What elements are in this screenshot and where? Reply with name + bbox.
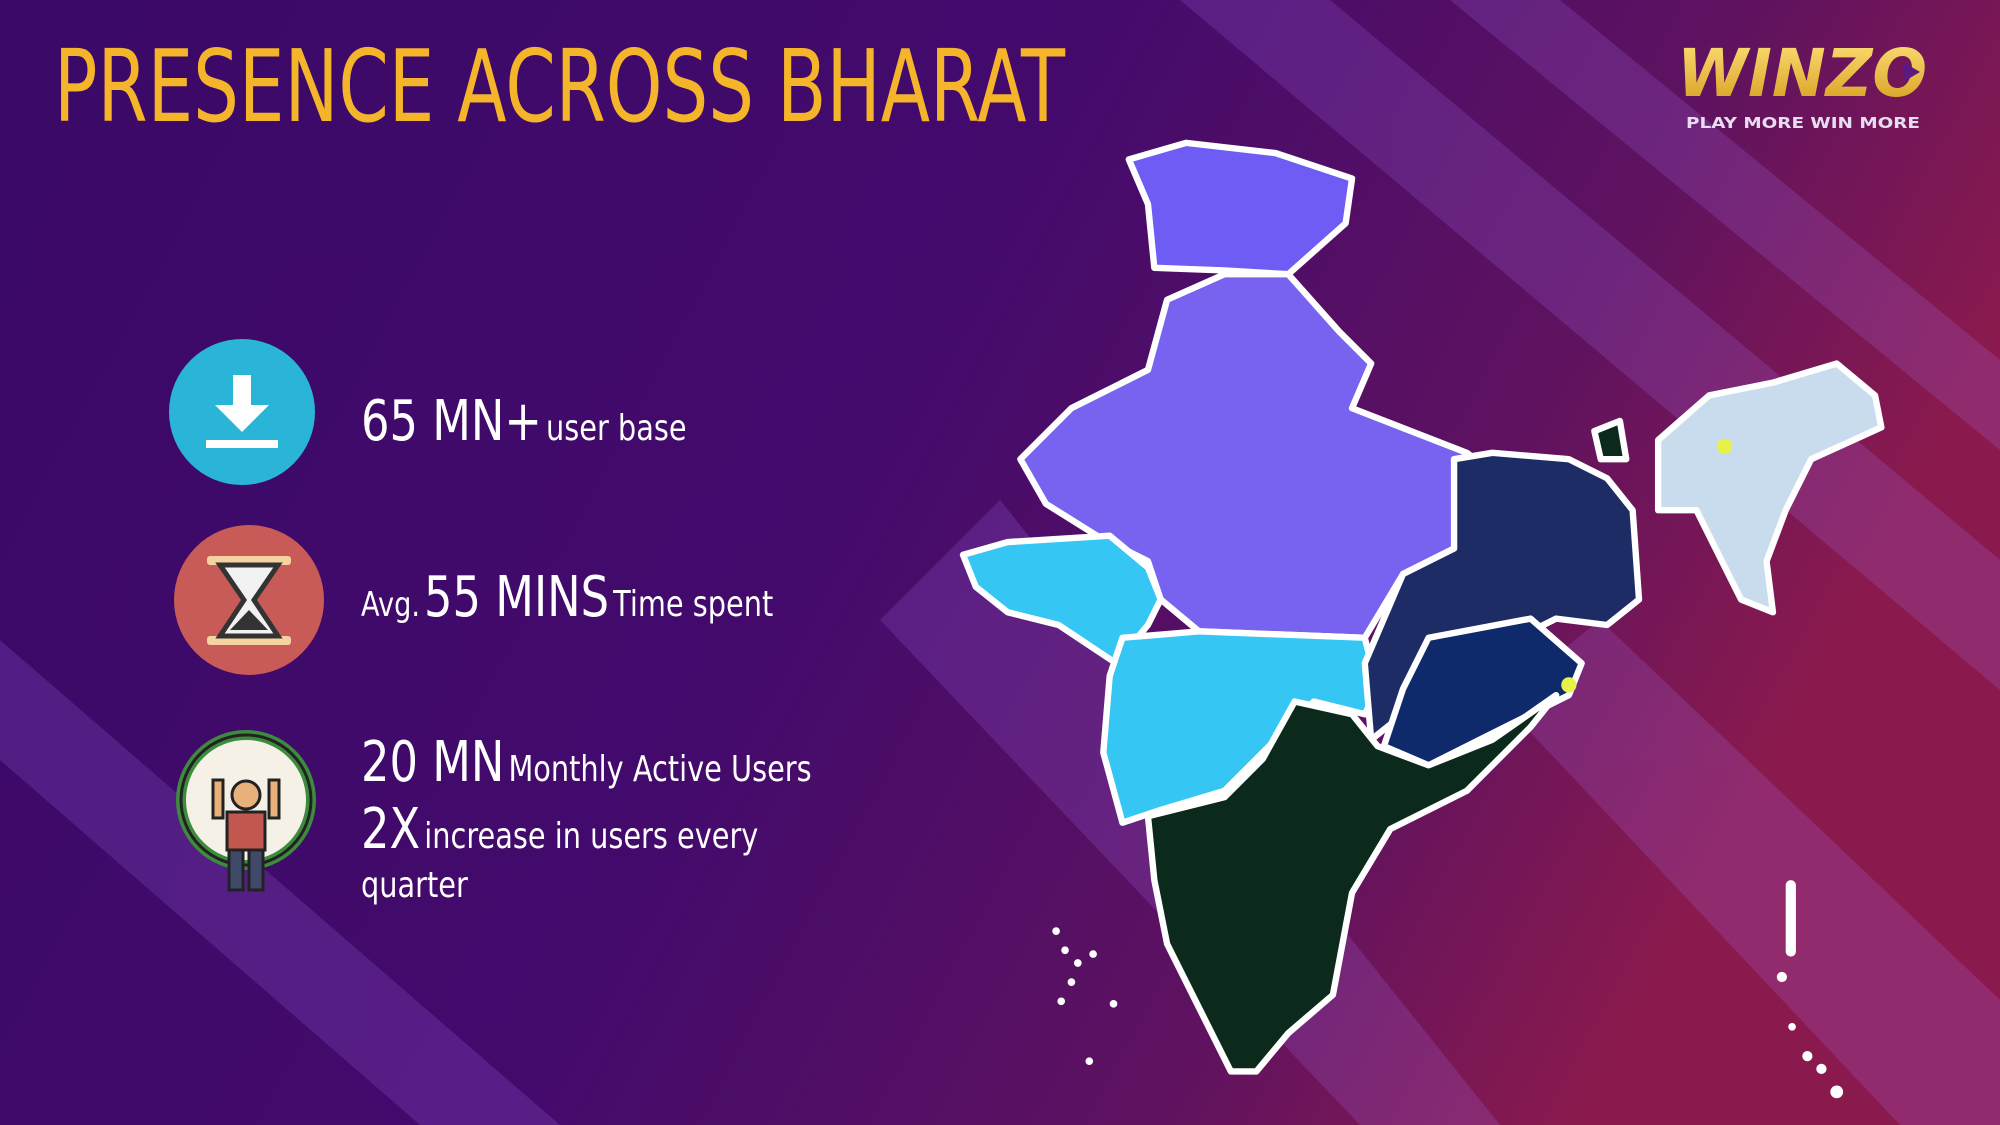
logo: WINZO: [1677, 35, 1927, 112]
active-users-icon: [176, 730, 316, 892]
title: PRESENCE ACROSS BHARAT: [54, 28, 1066, 145]
stat-prefix: Avg.: [361, 585, 420, 625]
download-icon: [169, 339, 315, 485]
region-sikkim: [1591, 417, 1630, 463]
map-dot: [1716, 438, 1733, 455]
islands: [1052, 880, 1844, 1099]
region-odisha: [1380, 615, 1585, 769]
stat-label: Monthly Active Users: [508, 748, 811, 790]
stat-value: 20 MN: [361, 729, 504, 794]
logo-play-icon: [1903, 62, 1920, 82]
hourglass-icon: [174, 525, 324, 675]
india-map: [959, 139, 1885, 1099]
region-central: [1017, 271, 1496, 641]
stat-value: 2X: [361, 796, 420, 861]
region-north: [1125, 139, 1356, 278]
region-northeast: [1654, 360, 1885, 616]
stat-label: user base: [546, 407, 687, 449]
region-south: [1144, 691, 1560, 1075]
stat-3: 20 MN Monthly Active Users: [361, 729, 812, 794]
stat-2: Avg. 55 MINS Time spent: [361, 564, 773, 629]
tagline: PLAY MORE WIN MORE: [1686, 114, 1920, 132]
stat-label: quarter: [361, 864, 468, 906]
stat-value: 65 MN+: [361, 388, 542, 453]
stat-label: increase in users every: [424, 815, 758, 857]
stat-label: Time spent: [612, 583, 773, 625]
stat-4: 2X increase in users every: [361, 796, 758, 861]
stat-1: 65 MN+ user base: [361, 388, 687, 453]
map-dot: [1561, 677, 1577, 693]
stat-value: 55 MINS: [424, 564, 609, 629]
